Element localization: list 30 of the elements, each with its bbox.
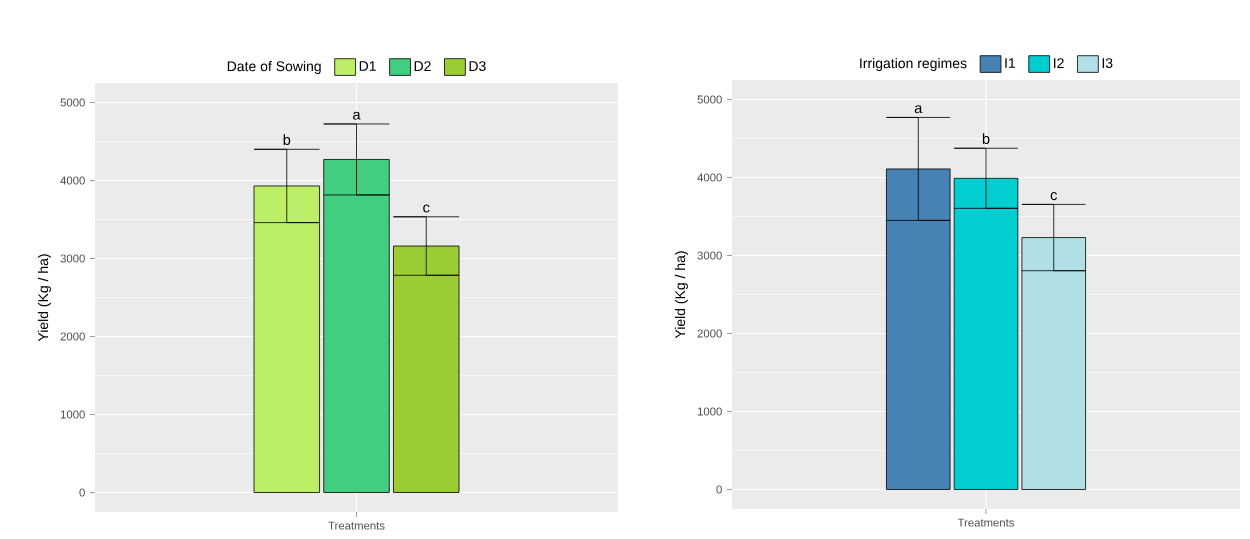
y-tick-label: 4000 [697, 173, 722, 182]
annotation: a [914, 105, 923, 114]
annotation: c [1050, 192, 1058, 201]
y-tick-label: 2000 [60, 332, 85, 341]
x-tick-label: Treatments [328, 521, 385, 530]
x-tick-label: Treatments [957, 518, 1015, 527]
y-tick-label: 5000 [60, 98, 85, 107]
y-tick-label: 3000 [60, 254, 85, 263]
y-axis-title: Yield (Kg / ha) [674, 251, 688, 339]
legend-title: Date of Sowing [227, 60, 321, 75]
y-tick-label: 5000 [697, 95, 722, 104]
y-tick-label: 3000 [697, 251, 722, 260]
y-tick-label: 2000 [697, 329, 722, 338]
legend-label: D2 [414, 61, 431, 71]
annotation: a [353, 111, 361, 120]
y-tick-label: 0 [716, 485, 722, 494]
y-tick-label: 1000 [697, 407, 722, 416]
annotation: b [982, 133, 990, 144]
annotation: c [423, 204, 430, 213]
y-tick-label: 1000 [60, 410, 85, 419]
legend-label: I3 [1102, 58, 1113, 69]
legend-label: D3 [469, 61, 486, 72]
legend-label: I2 [1054, 58, 1064, 68]
legend-label: I1 [1005, 58, 1016, 68]
legend-label: D1 [359, 61, 376, 71]
annotation: b [283, 134, 291, 146]
y-tick-label: 0 [79, 488, 85, 497]
y-axis-title: Yield (Kg / ha) [37, 254, 51, 342]
legend-title: Irrigation regimes [860, 57, 967, 72]
y-tick-label: 4000 [60, 176, 85, 185]
